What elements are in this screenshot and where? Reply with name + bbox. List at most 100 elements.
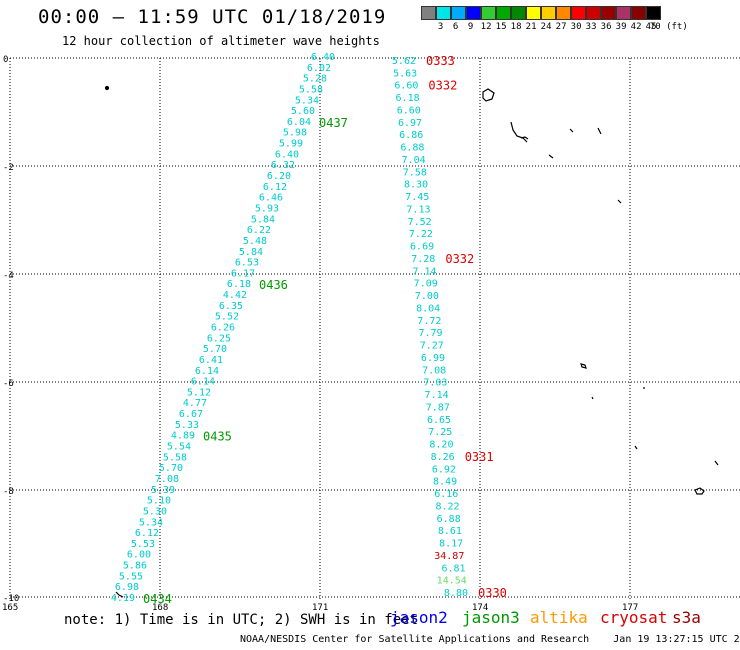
pass-times: 0437 0436 0435 0434 0333 0332 0332 0331 0330	[143, 54, 507, 606]
legend-label: 33	[585, 22, 597, 32]
pass-time-label: 0330	[478, 586, 507, 600]
island	[694, 487, 705, 495]
longitude-label: 174	[472, 603, 488, 613]
island	[115, 591, 124, 598]
wave-height-value: 5.98	[283, 128, 307, 139]
pass-time-label: 0333	[426, 54, 455, 68]
legend-swatch	[616, 6, 631, 20]
wave-height-value: 7.14	[412, 266, 436, 277]
wave-height-value: 5.63	[393, 68, 417, 79]
legend-swatch	[451, 6, 466, 20]
wave-height-value: 6.81	[441, 563, 465, 574]
wave-height-value: 8.61	[438, 526, 462, 537]
satellite-label: s3a	[672, 608, 701, 627]
wave-height-value: 6.14	[195, 366, 219, 377]
wave-height-value: 6.35	[219, 301, 243, 312]
wave-height-value: 5.93	[255, 203, 279, 214]
island	[510, 121, 528, 143]
wave-height-value: 6.88	[400, 143, 424, 154]
satellite-label: cryosat	[600, 608, 668, 627]
legend-swatch	[646, 6, 661, 20]
legend-label: 45	[645, 22, 657, 32]
color-scale-legend	[421, 6, 661, 20]
wave-height-value: 5.58	[163, 452, 187, 463]
legend-swatch	[466, 6, 481, 20]
wave-height-value: 6.60	[397, 105, 421, 116]
latitude-label: 0	[3, 55, 8, 65]
wave-height-value: 8.30	[404, 180, 428, 191]
legend-swatch	[601, 6, 616, 20]
latitude-label: -2	[3, 163, 14, 173]
wave-height-value: 5.84	[239, 247, 263, 258]
wave-height-value: 6.12	[135, 528, 159, 539]
wave-height-value: 8.04	[416, 303, 440, 314]
wave-height-value: 6.60	[394, 81, 418, 92]
legend-label: 39	[615, 22, 627, 32]
wave-height-value: 5.12	[187, 387, 211, 398]
latitude-label: -8	[3, 487, 14, 497]
wave-height-value: 5.34	[139, 517, 163, 528]
wave-height-value: 7.27	[420, 341, 444, 352]
legend-label: 21	[525, 22, 537, 32]
jason3-pass-values: 6.406.025.285.585.345.606.045.985.996.40…	[111, 52, 335, 604]
wave-height-value: 6.25	[207, 333, 231, 344]
wave-height-value: 7.00	[415, 291, 439, 302]
legend-swatch	[556, 6, 571, 20]
wave-height-value: 5.53	[131, 539, 155, 550]
wave-height-value: 4.77	[183, 398, 207, 409]
credit-line: NOAA/NESDIS Center for Satellite Applica…	[240, 634, 740, 645]
wave-height-value: 6.26	[211, 323, 235, 334]
legend-swatch	[496, 6, 511, 20]
wave-height-value: 5.58	[299, 84, 323, 95]
legend-swatch	[481, 6, 496, 20]
wave-height-value: 5.99	[279, 139, 303, 150]
legend-swatch	[541, 6, 556, 20]
wave-height-value: 6.18	[396, 93, 420, 104]
wave-height-value: 6.69	[410, 242, 434, 253]
wave-height-value: 6.46	[259, 193, 283, 204]
wave-height-value: 4.19	[111, 593, 135, 604]
pass-time-label: 0437	[319, 116, 348, 130]
wave-height-value: 7.03	[423, 378, 447, 389]
wave-height-value: 5.62	[392, 56, 416, 67]
legend-swatch	[511, 6, 526, 20]
wave-height-value: 8.22	[435, 501, 459, 512]
wave-height-value: 4.89	[171, 431, 195, 442]
wave-height-value: 5.30	[143, 506, 167, 517]
wave-height-value: 8.17	[439, 539, 463, 550]
longitude-label: 171	[312, 603, 328, 613]
wave-height-value: 8.20	[429, 440, 453, 451]
legend-label: 18	[510, 22, 522, 32]
legend-label: 36	[600, 22, 612, 32]
wave-height-value: 6.40	[311, 52, 335, 63]
wave-height-value: 5.52	[215, 312, 239, 323]
wave-height-value: 7.52	[408, 217, 432, 228]
wave-height-value: 6.18	[227, 279, 251, 290]
legend-label: 42	[630, 22, 642, 32]
island	[569, 128, 574, 133]
legend-label: 6	[452, 22, 459, 32]
legend-swatch	[631, 6, 646, 20]
pass-time-label: 0436	[259, 278, 288, 292]
wave-height-value: 5.39	[151, 485, 175, 496]
wave-height-value: 7.72	[417, 316, 441, 327]
wave-height-value: 5.84	[251, 214, 275, 225]
wave-height-value: 7.28	[411, 254, 435, 265]
wave-height-value: 6.92	[432, 464, 456, 475]
island	[520, 136, 529, 140]
latitude-label: -6	[3, 379, 14, 389]
island	[548, 154, 554, 159]
wave-height-value: 7.58	[403, 167, 427, 178]
pass-time-label: 0435	[203, 430, 232, 444]
wave-height-value: 7.45	[405, 192, 429, 203]
wave-height-value: 6.88	[437, 514, 461, 525]
wave-height-value: 4.42	[223, 290, 247, 301]
wave-height-value: 6.65	[427, 415, 451, 426]
wave-height-value: 7.25	[428, 427, 452, 438]
latitude-label: -4	[3, 271, 14, 281]
wave-height-value: 6.22	[247, 225, 271, 236]
wave-height-value: 5.48	[243, 236, 267, 247]
wave-height-value: 7.04	[402, 155, 426, 166]
wave-height-value: 7.79	[419, 328, 443, 339]
